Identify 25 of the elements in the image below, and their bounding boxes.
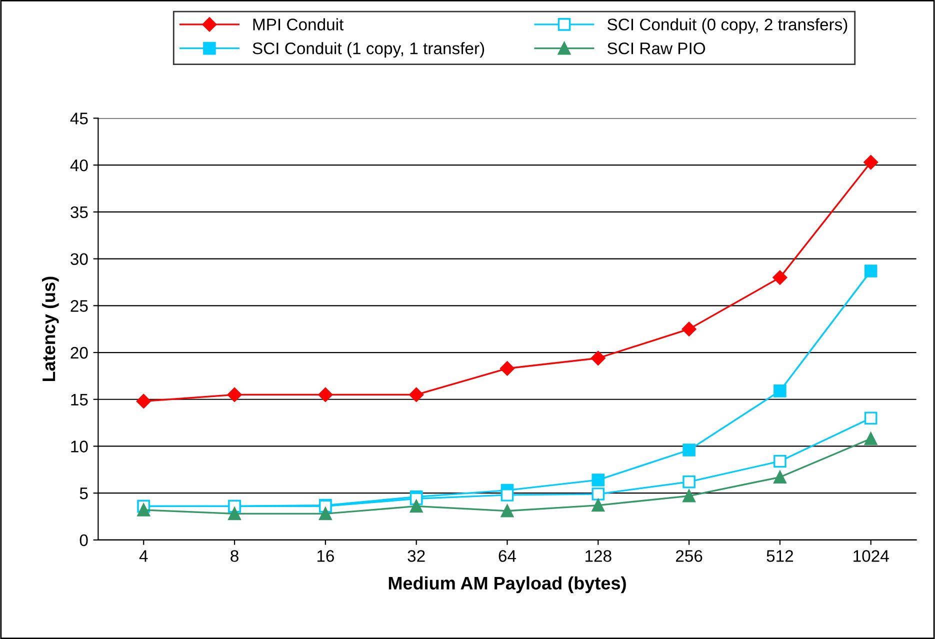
y-tick-label: 0: [80, 534, 88, 546]
x-tick-label: 32: [408, 550, 425, 562]
legend-label: SCI Raw PIO: [608, 42, 706, 54]
x-tick-label: 1024: [854, 550, 889, 562]
y-tick-label: 35: [70, 206, 88, 218]
y-tick-label: 5: [80, 488, 88, 500]
y-tick-label: 40: [70, 159, 88, 172]
x-axis-title: Medium AM Payload (bytes): [388, 576, 626, 594]
x-tick-label: 4: [139, 550, 148, 562]
y-tick-label: 20: [70, 346, 88, 359]
y-axis-title: Latency (us): [42, 276, 59, 382]
legend-label: SCI Conduit (0 copy, 2 transfers): [608, 18, 848, 34]
legend-label: SCI Conduit (1 copy, 1 transfer): [252, 42, 484, 58]
y-tick-label: 10: [71, 440, 88, 452]
y-tick-label: 25: [70, 300, 88, 312]
x-tick-label: 512: [766, 550, 794, 562]
y-tick-label: 15: [71, 394, 88, 406]
x-tick-label: 16: [317, 550, 334, 562]
y-tick-label: 30: [70, 253, 88, 265]
x-tick-label: 64: [498, 550, 516, 562]
x-tick-label: 8: [230, 550, 238, 562]
x-tick-label: 128: [586, 550, 612, 562]
legend-label: MPI Conduit: [253, 18, 344, 30]
y-tick-label: 45: [70, 112, 88, 124]
x-tick-label: 256: [676, 550, 702, 562]
